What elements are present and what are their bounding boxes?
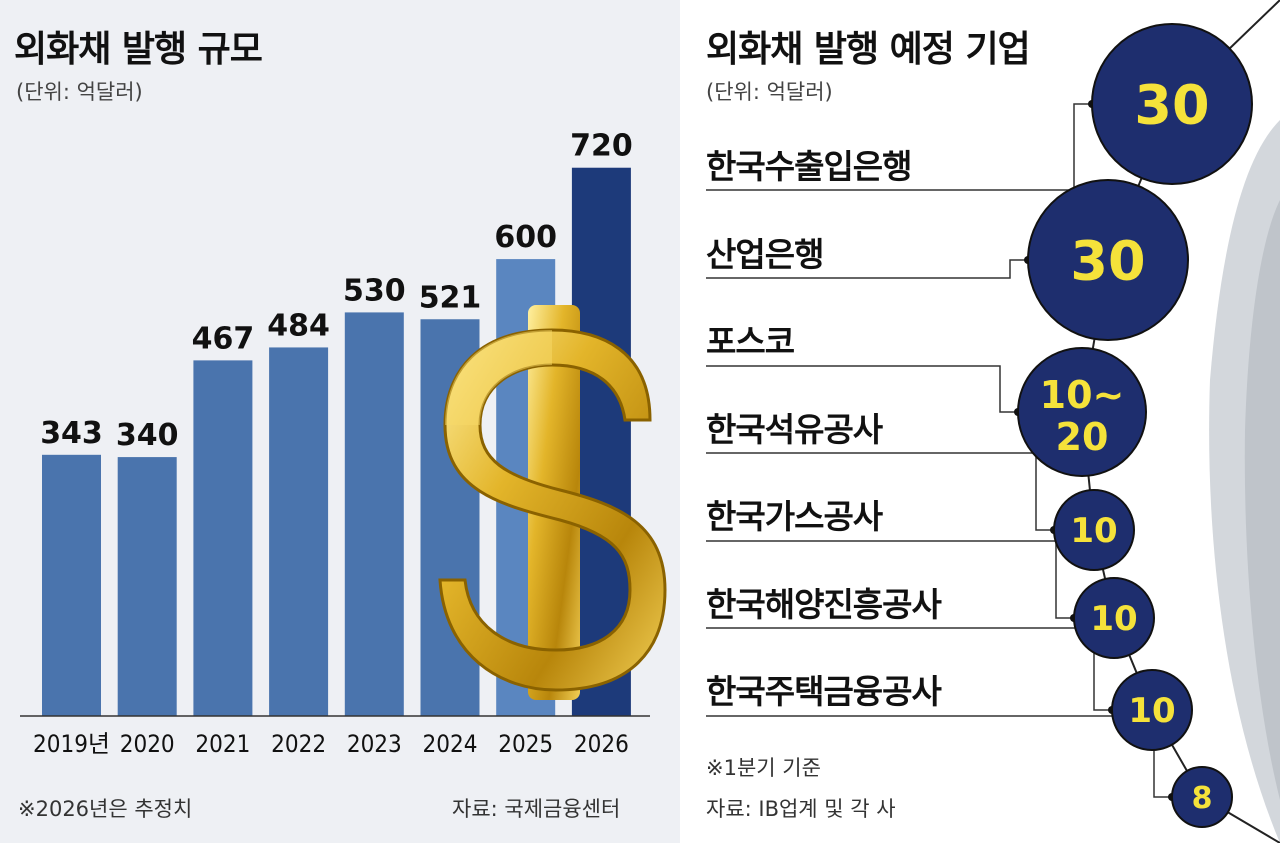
bar-2022 [269,347,329,716]
connector-line [706,103,1092,191]
bubble-chart: 30 30 10~20 10 10 10 8 [706,0,1280,843]
bubble-한국해양진흥공사 [1111,669,1193,751]
building-image [1209,120,1280,843]
company-label: 한국주택금융공사 [706,672,942,711]
right-chart-title: 외화채 발행 예정 기업 [706,29,1031,70]
x-tick-label: 2021 [195,730,250,758]
bubble-산업은행 [1027,179,1189,341]
bar-2019년 [42,454,101,716]
bar-value-label: 530 [343,273,406,308]
bubble-value-label: 20 [1056,415,1109,459]
bar-value-label: 720 [570,129,633,164]
bar-2020 [117,457,177,716]
bar-2021 [193,360,253,716]
bubble-value-label: 30 [1134,73,1209,136]
company-label: 한국석유공사 [706,410,883,449]
bar-value-label: 467 [192,321,255,356]
company-label: 한국해양진흥공사 [706,585,942,624]
bubble-한국주택금융공사 [1171,766,1233,828]
x-tick-label: 2025 [498,730,553,758]
bar-value-label: 521 [419,280,482,315]
x-tick-label: 2019년 [33,730,110,758]
right-panel: 30 30 10~ 20 10 10 10 8 외화채 발행 예정 기업 (단위: 억달러) … [680,0,1280,843]
left-chart-title: 외화채 발행 규모 [14,29,263,70]
bar-value-label: 484 [267,308,330,343]
right-footnote: ※1분기 기준 [706,756,821,780]
connector-line [706,540,1074,619]
x-tick-label: 2026 [574,730,629,758]
company-label: 한국가스공사 [706,497,883,536]
bubbles-layer: 30 30 10~20 10 10 10 8 [1017,23,1253,828]
bubble-value-label: 10 [1090,599,1137,639]
connector-line [706,365,1018,413]
bubble-value-label: 10~ [1040,373,1125,417]
right-chart-unit: (단위: 억달러) [706,80,833,104]
bubble-value-label: 10 [1070,511,1117,551]
bubble-한국가스공사 [1073,577,1155,659]
connector-line [706,259,1028,279]
right-source: 자료: IB업계 및 각 사 [706,797,896,821]
x-tick-label: 2023 [347,730,402,758]
bar-value-label: 340 [116,418,179,453]
left-chart-unit: (단위: 억달러) [16,80,143,104]
left-panel: 외화채 발행 규모 (단위: 억달러) 343 340 467 484 530 521 60… [14,29,667,821]
bubble-value-label: 10 [1128,691,1175,731]
dollar-sign-icon [438,305,667,700]
connector-line [706,715,1172,798]
left-footnote: ※2026년은 추정치 [18,797,193,821]
bubble-value-label: 30 [1070,229,1145,292]
x-tick-label: 2022 [271,730,326,758]
company-label: 산업은행 [706,235,824,274]
x-labels-layer: 2019년 2020 2021 2022 2023 2024 2025 2026 [33,730,629,758]
left-source: 자료: 국제금융센터 [452,797,621,821]
bar-value-label: 600 [494,220,557,255]
connector-line [706,452,1054,531]
connector-line [706,627,1112,711]
bubble-value-label: 8 [1192,781,1213,816]
bar-value-label: 343 [40,416,103,451]
company-label: 포스코 [706,322,795,361]
bubble-한국수출입은행 [1091,23,1253,185]
x-tick-label: 2020 [120,730,175,758]
x-tick-label: 2024 [423,730,478,758]
bubble-포스코 [1017,347,1147,477]
bubble-한국석유공사 [1053,489,1135,571]
company-label: 한국수출입은행 [706,147,913,186]
bar-2023 [344,312,404,716]
